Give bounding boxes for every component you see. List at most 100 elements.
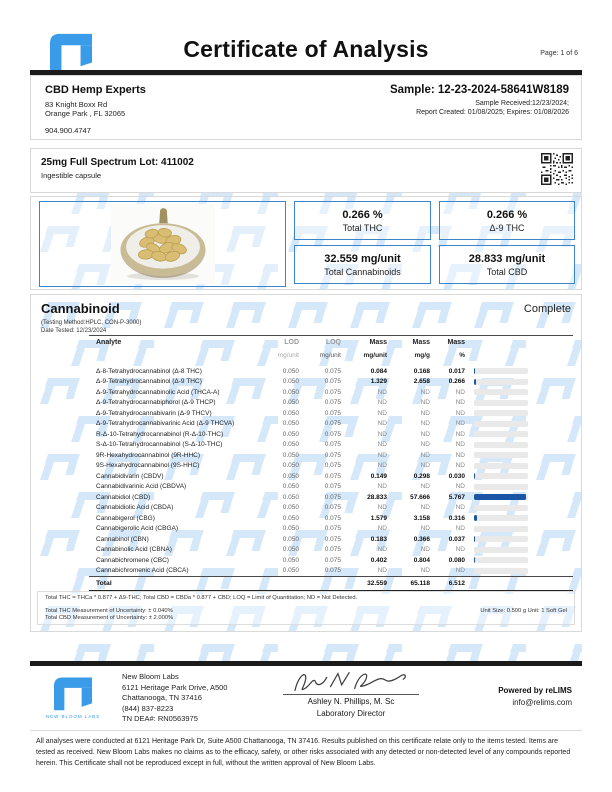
client-address-line1: 83 Knight Boxx Rd (45, 100, 108, 109)
lod-value: 0.050 (282, 451, 299, 459)
new-bloom-labs-logo-icon (50, 33, 92, 71)
stat-value: 28.833 mg/unit (468, 252, 546, 265)
sample-received-date: Sample Received:12/23/2024; (475, 100, 569, 107)
page-title: Certificate of Analysis (183, 36, 429, 62)
loq-value: 0.075 (324, 378, 341, 386)
analyte-name: Cannabidivarinic Acid (CBDVA) (96, 483, 187, 491)
client-phone: 904.900.4747 (45, 126, 91, 135)
lab-address-line2: Chattanooga, TN 37416 (122, 693, 202, 702)
concentration-bar (474, 546, 528, 553)
mass-per-unit-value: ND (377, 420, 387, 428)
analyte-name: Cannabigerolic Acid (CBGA) (96, 525, 179, 533)
mass-per-unit-value: ND (377, 388, 387, 396)
total-label: Total (96, 580, 112, 587)
signature-icon (294, 672, 406, 692)
cannabinoid-table: Analyte LOD LOQ Mass Mass Mass mg/unit m… (89, 335, 573, 592)
analyte-name: Δ-8-Tetrahydrocannabinol (Δ-8 THC) (96, 367, 202, 375)
table-row: 9R-Hexahydrocannabinol (9R-HHC) 0.050 0.… (89, 450, 573, 461)
table-row: 9S-Hexahydrocannabinol (9S-HHC) 0.050 0.… (89, 461, 573, 472)
col-header-mass-pct: Mass (447, 339, 465, 346)
unit-mass-g: mg/g (414, 352, 430, 359)
mass-per-gram-value: ND (420, 451, 430, 459)
mass-percent-value: 5.767 (448, 493, 465, 501)
lod-value: 0.050 (282, 367, 299, 375)
table-row: Cannabichromene (CBC) 0.050 0.075 0.402 … (89, 555, 573, 566)
total-mass-pct: 6.512 (448, 580, 465, 587)
concentration-bar (474, 462, 528, 469)
lab-phone: (844) 837-8223 (122, 703, 174, 713)
lab-dea-number: TN DEA#: RN0563975 (122, 714, 198, 723)
lod-value: 0.050 (282, 483, 299, 491)
unit-lod: mg/unit (277, 352, 299, 359)
mass-per-gram-value: 2.658 (413, 378, 430, 386)
analyte-name: Cannabidiol (CBD) (96, 493, 151, 501)
mass-per-gram-value: ND (420, 399, 430, 407)
concentration-bar (474, 452, 528, 459)
panel-status: Complete (523, 303, 571, 315)
mass-percent-value: 0.017 (448, 367, 465, 375)
mass-percent-value: 0.037 (448, 535, 465, 543)
footer-section: NEW BLOOM LABS New Bloom Labs 6121 Herit… (30, 666, 582, 731)
loq-value: 0.075 (324, 546, 341, 554)
lod-value: 0.050 (282, 462, 299, 470)
stat-value: 32.559 mg/unit (324, 252, 401, 265)
lod-value: 0.050 (282, 504, 299, 512)
mass-per-unit-value: ND (377, 546, 387, 554)
table-row: Δ-9-Tetrahydrocannabiphorol (Δ-9 THCP) 0… (89, 398, 573, 409)
lod-value: 0.050 (282, 525, 299, 533)
mass-per-unit-value: 28.833 (367, 493, 387, 501)
loq-value: 0.075 (324, 451, 341, 459)
stat-value: 0.266 % (486, 208, 528, 221)
stat-delta9-thc: 0.266 % Δ-9 THC (439, 201, 575, 240)
analyte-name: Cannabichromenic Acid (CBCA) (96, 567, 189, 575)
product-photo-frame (39, 201, 286, 287)
analyte-name: Cannabinolic Acid (CBNA) (96, 546, 172, 554)
lab-address-line1: 6121 Heritage Park Drive, A500 (122, 682, 228, 692)
stat-label: Δ-9 THC (489, 222, 525, 233)
footer-logo: NEW BLOOM LABS (38, 674, 108, 719)
mass-percent-value: ND (455, 546, 465, 554)
lod-value: 0.050 (282, 378, 299, 386)
signer-title: Laboratory Director (316, 709, 386, 718)
footnote-thc-uncertainty: Total THC Measurement of Uncertainty: ± … (45, 608, 173, 614)
concentration-bar (474, 567, 528, 574)
analyte-name: Cannabigerol (CBG) (96, 514, 155, 522)
loq-value: 0.075 (324, 514, 341, 522)
signature-block: Ashley N. Phillips, M. Sc Laboratory Dir… (256, 668, 446, 718)
loq-value: 0.075 (324, 472, 341, 480)
concentration-bar (474, 368, 528, 375)
footnote-cbd-uncertainty: Total CBD Measurement of Uncertainty: ± … (45, 615, 174, 621)
loq-value: 0.075 (324, 504, 341, 512)
mass-per-gram-value: ND (420, 420, 430, 428)
mass-per-unit-value: 1.579 (370, 514, 387, 522)
mass-percent-value: ND (455, 399, 465, 407)
lod-value: 0.050 (282, 535, 299, 543)
table-row: Cannabidiolic Acid (CBDA) 0.050 0.075 ND… (89, 503, 573, 514)
mass-per-unit-value: ND (377, 441, 387, 449)
footnote-definitions: Total THC = THCa * 0.877 + Δ9-THC; Total… (45, 595, 358, 601)
loq-value: 0.075 (324, 483, 341, 491)
lab-address-block: New Bloom Labs 6121 Heritage Park Drive,… (122, 672, 227, 725)
mass-per-unit-value: 0.084 (370, 367, 387, 375)
analyte-name: Cannabidiolic Acid (CBDA) (96, 504, 174, 512)
lod-value: 0.050 (282, 556, 299, 564)
analyte-name: Δ-9-Tetrahydrocannabiphorol (Δ-9 THCP) (96, 399, 216, 407)
mass-per-gram-value: ND (420, 483, 430, 491)
mass-per-gram-value: ND (420, 409, 430, 417)
analyte-name: R-Δ-10-Tetrahydrocannabinol (R-Δ-10-THC) (96, 430, 224, 438)
mass-per-unit-value: ND (377, 462, 387, 470)
lod-value: 0.050 (282, 420, 299, 428)
powered-by-label: Powered by reLIMS (498, 686, 572, 695)
col-header-mass-unit: Mass (369, 339, 387, 346)
loq-value: 0.075 (324, 441, 341, 449)
concentration-bar (474, 399, 528, 406)
table-row: Cannabidivarin (CBDV) 0.050 0.075 0.149 … (89, 471, 573, 482)
lot-number: 25mg Full Spectrum Lot: 411002 (41, 157, 194, 168)
lod-value: 0.050 (282, 514, 299, 522)
table-row: Cannabidiol (CBD) 0.050 0.075 28.833 57.… (89, 492, 573, 503)
total-mass-unit: 32.559 (367, 580, 387, 587)
analyte-name: Δ-9-Tetrahydrocannabinol (Δ-9 THC) (96, 378, 202, 386)
lod-value: 0.050 (282, 430, 299, 438)
table-total-row: Total 32.559 65.118 6.512 (89, 576, 573, 592)
